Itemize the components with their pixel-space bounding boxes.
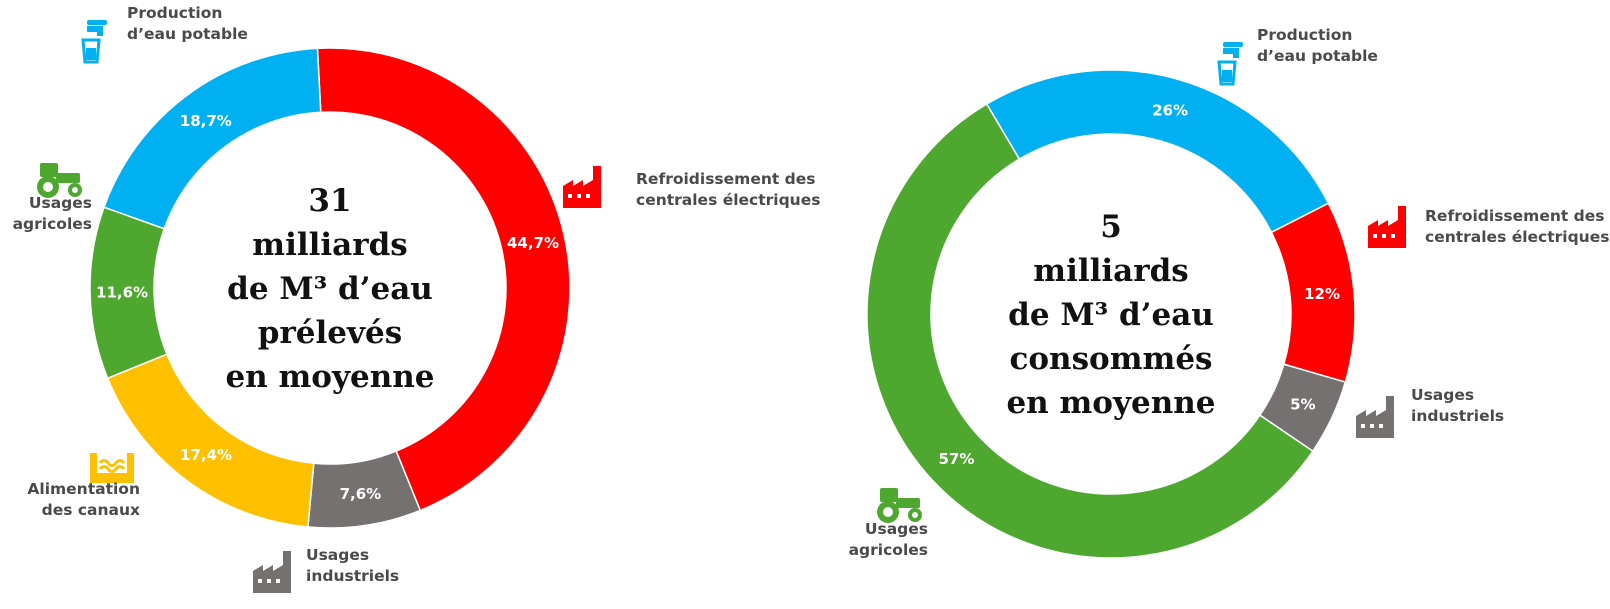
chart-prelevements: 44,7% Refroidissement des centrales électr… [13, 4, 820, 593]
slice-agricoles [866, 102, 1314, 559]
center-line-2: de M³ d’eau [1008, 297, 1214, 333]
center-line-4: en moyenne [225, 359, 434, 395]
factory-icon [1356, 396, 1394, 438]
slice-label-industriels: 5% [1290, 395, 1315, 413]
category-label-agricoles: Usages agricoles [849, 520, 928, 559]
category-label-agricoles: Usages agricoles [13, 194, 92, 233]
center-line-3: prélevés [258, 315, 402, 351]
category-label-canaux: Alimentation des canaux [27, 480, 140, 519]
center-line-0: 31 [308, 183, 351, 219]
chart-consommation: 12% Refroidissement des centrales électriq… [849, 26, 1610, 559]
slice-label-eau_potable: 26% [1152, 101, 1188, 119]
slice-label-agricoles: 57% [939, 450, 975, 468]
category-label-refroidissement: Refroidissement des centrales électriques [636, 170, 820, 209]
slice-label-agricoles: 11,6% [96, 283, 148, 301]
factory-icon [253, 551, 291, 593]
center-line-0: 5 [1100, 209, 1122, 245]
tractor-icon [877, 488, 922, 523]
center-line-4: en moyenne [1006, 385, 1215, 421]
category-label-refroidissement: Refroidissement des centrales électriques [1425, 207, 1609, 246]
center-line-3: consommés [1010, 341, 1213, 377]
slice-label-industriels: 7,6% [340, 485, 382, 503]
center-line-2: de M³ d’eau [227, 271, 433, 307]
canal-icon [90, 453, 134, 483]
water-tap-icon [1217, 42, 1243, 86]
water-tap-icon [81, 20, 107, 64]
slice-label-canaux: 17,4% [180, 446, 232, 464]
center-line-1: milliards [1033, 253, 1188, 289]
tractor-icon [37, 163, 82, 198]
category-label-eau_potable: Production d’eau potable [1257, 26, 1378, 65]
category-label-industriels: Usages industriels [306, 546, 399, 585]
category-label-eau_potable: Production d’eau potable [127, 4, 248, 43]
factory-icon [563, 166, 601, 208]
slice-eau_potable [103, 47, 322, 230]
slice-label-refroidissement: 12% [1304, 285, 1340, 303]
slice-refroidissement [316, 47, 571, 512]
slice-label-refroidissement: 44,7% [507, 234, 559, 252]
category-label-industriels: Usages industriels [1411, 386, 1504, 425]
slice-label-eau_potable: 18,7% [180, 112, 232, 130]
slice-eau_potable [985, 69, 1330, 234]
center-line-1: milliards [252, 227, 407, 263]
factory-icon [1368, 206, 1406, 248]
